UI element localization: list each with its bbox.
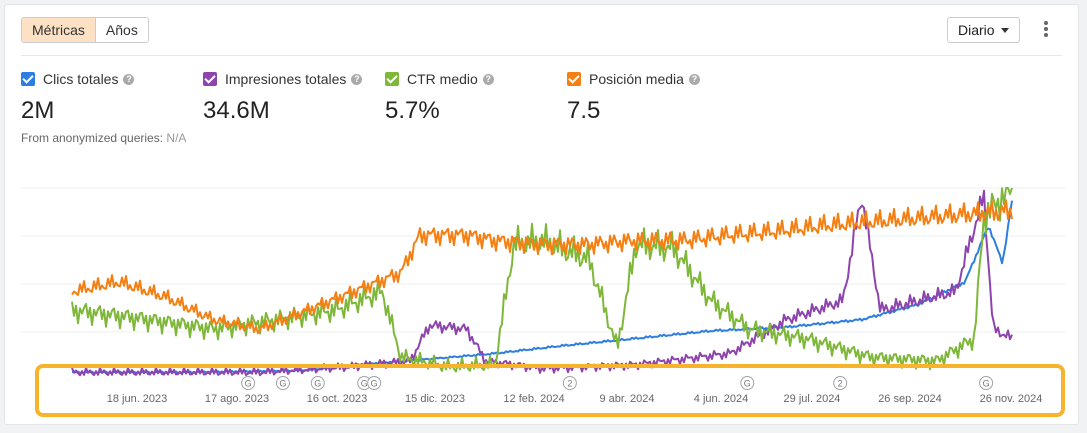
performance-card: Métricas Años Diario Clics totales ? 2M … [4, 4, 1079, 425]
checkbox-icon[interactable] [21, 72, 35, 86]
svg-text:G: G [983, 379, 990, 389]
svg-text:G: G [245, 379, 252, 389]
annotation-marker[interactable]: G [979, 376, 994, 390]
checkbox-icon[interactable] [567, 72, 581, 86]
x-tick-label: 16 oct. 2023 [307, 393, 368, 405]
annotation-marker[interactable]: G [740, 376, 755, 390]
metric-value: 2M [21, 97, 55, 124]
help-icon[interactable]: ? [123, 73, 135, 85]
x-tick-label: 18 jun. 2023 [107, 393, 168, 405]
metric-ctr[interactable]: CTR medio ? 5.7% [385, 71, 494, 125]
annotation-marker[interactable]: G [275, 376, 290, 390]
divider [21, 55, 1062, 56]
help-icon[interactable]: ? [482, 73, 494, 85]
anonymized-queries: From anonymized queries: N/A [21, 131, 186, 145]
metric-impressions[interactable]: Impresiones totales ? 34.6M [203, 71, 363, 125]
x-tick-label: 29 jul. 2024 [784, 393, 841, 405]
granularity-label: Diario [958, 22, 995, 38]
more-options-icon[interactable] [1040, 21, 1052, 39]
tab-metricas[interactable]: Métricas [22, 18, 96, 42]
x-tick-label: 26 nov. 2024 [980, 393, 1043, 405]
annotation-marker[interactable]: 2 [833, 376, 848, 390]
metric-clicks[interactable]: Clics totales ? 2M [21, 71, 135, 125]
tab-anos[interactable]: Años [95, 18, 148, 42]
svg-text:G: G [744, 379, 751, 389]
anonymized-value: N/A [166, 131, 187, 145]
metric-value: 5.7% [385, 97, 440, 124]
view-toggle: Métricas Años [21, 17, 149, 43]
metric-label: Posición media [589, 71, 684, 87]
x-tick-label: 9 abr. 2024 [599, 393, 654, 405]
x-tick-label: 15 dic. 2023 [405, 393, 465, 405]
annotation-marker[interactable]: G [310, 376, 325, 390]
x-tick-label: 4 jun. 2024 [694, 393, 748, 405]
svg-text:2: 2 [567, 379, 572, 389]
annotation-marker[interactable]: 2 [562, 376, 577, 390]
granularity-dropdown[interactable]: Diario [947, 17, 1020, 43]
metric-position[interactable]: Posición media ? 7.5 [567, 71, 700, 125]
series-line [71, 187, 1013, 373]
svg-text:G: G [314, 379, 321, 389]
metric-value: 34.6M [203, 97, 270, 124]
checkbox-icon[interactable] [385, 72, 399, 86]
metric-label: CTR medio [407, 71, 478, 87]
help-icon[interactable]: ? [351, 73, 363, 85]
annotation-marker[interactable]: G [367, 376, 382, 390]
x-tick-label: 12 feb. 2024 [503, 393, 564, 405]
help-icon[interactable]: ? [688, 73, 700, 85]
x-tick-label: 17 ago. 2023 [205, 393, 269, 405]
metric-value: 7.5 [567, 97, 601, 124]
checkbox-icon[interactable] [203, 72, 217, 86]
x-tick-label: 26 sep. 2024 [878, 393, 942, 405]
anonymized-label: From anonymized queries: [21, 131, 164, 145]
svg-text:2: 2 [838, 379, 843, 389]
annotation-marker[interactable]: G [241, 376, 256, 390]
metric-label: Impresiones totales [225, 71, 347, 87]
svg-text:G: G [361, 379, 368, 389]
highlight-box [35, 364, 1065, 417]
caret-down-icon [1001, 28, 1009, 33]
series-line [71, 199, 1013, 335]
svg-text:G: G [371, 379, 378, 389]
metric-label: Clics totales [43, 71, 119, 87]
svg-text:G: G [279, 379, 286, 389]
